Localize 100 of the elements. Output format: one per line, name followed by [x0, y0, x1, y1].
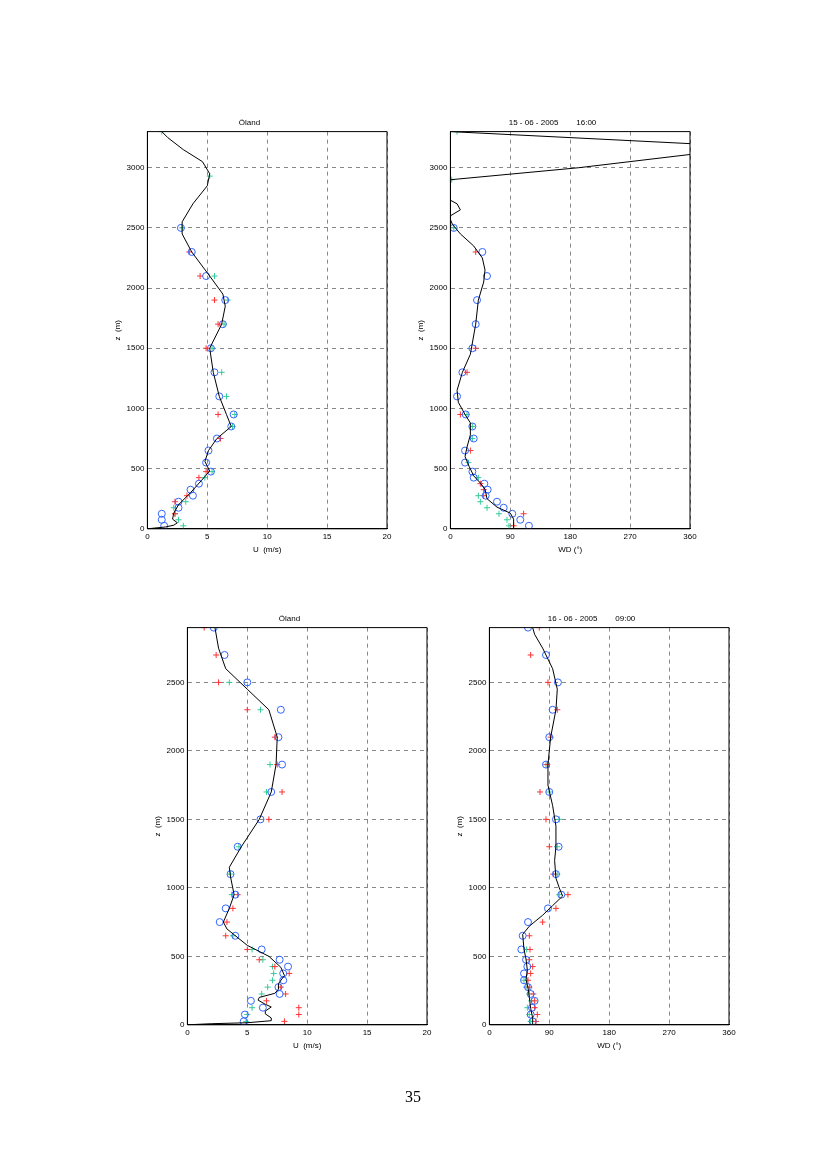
x-tick-label: 180 — [602, 1027, 617, 1037]
x-tick-label: 5 — [205, 531, 211, 541]
point — [295, 1004, 303, 1012]
y-tick-label: 3000 — [429, 162, 448, 172]
point — [223, 918, 231, 926]
point — [472, 248, 480, 256]
point — [220, 650, 229, 659]
point — [210, 296, 218, 304]
x-axis-title: WD (°) — [558, 545, 583, 555]
point — [279, 969, 288, 978]
point — [516, 515, 525, 524]
x-tick-label: 270 — [662, 1027, 677, 1037]
point — [265, 815, 273, 823]
y-tick-label: 1500 — [166, 814, 185, 824]
point — [179, 522, 187, 529]
x-tick-label: 10 — [262, 531, 273, 541]
point — [243, 945, 251, 953]
x-tick-label: 20 — [422, 1027, 432, 1037]
y-axis-title: z (m) — [416, 319, 425, 341]
point — [553, 678, 562, 687]
point — [175, 516, 183, 524]
point — [212, 651, 220, 659]
point — [545, 843, 553, 851]
y-tick-label: 1000 — [126, 403, 145, 413]
point — [256, 815, 265, 824]
chart-title: 15 - 06 - 2005 16:00 — [508, 118, 597, 127]
point — [202, 458, 211, 467]
point — [275, 989, 284, 998]
y-tick-label: 2000 — [166, 746, 185, 756]
point — [196, 272, 204, 280]
point — [483, 272, 491, 281]
point — [274, 733, 283, 742]
y-tick-label: 1500 — [468, 814, 487, 824]
point — [517, 945, 526, 954]
x-tick-label: 15 — [362, 1027, 373, 1037]
point — [256, 706, 264, 714]
point — [539, 918, 547, 926]
y-axis-title: z (m) — [113, 319, 122, 341]
y-tick-label: 0 — [139, 524, 145, 533]
point — [508, 509, 517, 518]
point — [275, 955, 284, 964]
y-tick-label: 2500 — [166, 677, 185, 687]
y-tick-label: 0 — [481, 1020, 487, 1029]
point — [523, 962, 532, 971]
point — [257, 945, 266, 954]
point — [182, 498, 190, 506]
point — [268, 976, 276, 984]
point — [212, 434, 221, 443]
point — [215, 918, 224, 927]
point — [202, 468, 210, 476]
point — [262, 997, 270, 1005]
point — [157, 515, 166, 524]
chart-title: Öland — [238, 118, 261, 127]
point — [518, 931, 527, 940]
point — [276, 705, 285, 714]
y-tick-label: 2000 — [468, 746, 487, 756]
y-tick-label: 1000 — [166, 883, 185, 893]
point — [246, 996, 255, 1005]
y-tick-label: 1500 — [126, 343, 145, 353]
x-tick-label: 10 — [302, 1027, 313, 1037]
point — [218, 368, 226, 376]
x-tick-label: 180 — [563, 531, 578, 541]
point — [202, 272, 211, 281]
point — [214, 320, 222, 328]
point — [453, 392, 462, 401]
point — [174, 503, 183, 512]
y-tick-label: 2500 — [468, 677, 487, 687]
point — [284, 962, 293, 971]
point — [258, 1003, 267, 1012]
point — [542, 815, 550, 823]
y-axis-title: z (m) — [455, 815, 464, 837]
point — [204, 446, 213, 455]
point — [520, 969, 529, 978]
point — [255, 956, 263, 964]
point — [201, 474, 209, 482]
y-tick-label: 0 — [442, 524, 448, 533]
point — [524, 918, 532, 927]
point — [527, 1003, 536, 1012]
point — [214, 410, 222, 418]
point — [186, 485, 195, 494]
point — [215, 678, 223, 686]
point — [548, 705, 557, 714]
point — [495, 510, 503, 518]
point — [222, 932, 230, 940]
y-axis-title: z (m) — [153, 815, 162, 837]
point — [229, 904, 237, 912]
y-tick-label: 1000 — [468, 883, 487, 893]
y-tick-label: 1000 — [429, 403, 448, 413]
point — [480, 479, 489, 488]
point — [259, 956, 267, 964]
x-tick-label: 5 — [245, 1027, 251, 1037]
x-tick-label: 15 — [322, 531, 333, 541]
point — [210, 272, 218, 280]
point — [544, 678, 552, 686]
point — [524, 521, 533, 529]
point — [505, 522, 513, 529]
point — [210, 368, 219, 377]
point — [458, 368, 467, 377]
x-axis-title: U (m/s) — [292, 1041, 322, 1051]
point — [278, 760, 287, 769]
